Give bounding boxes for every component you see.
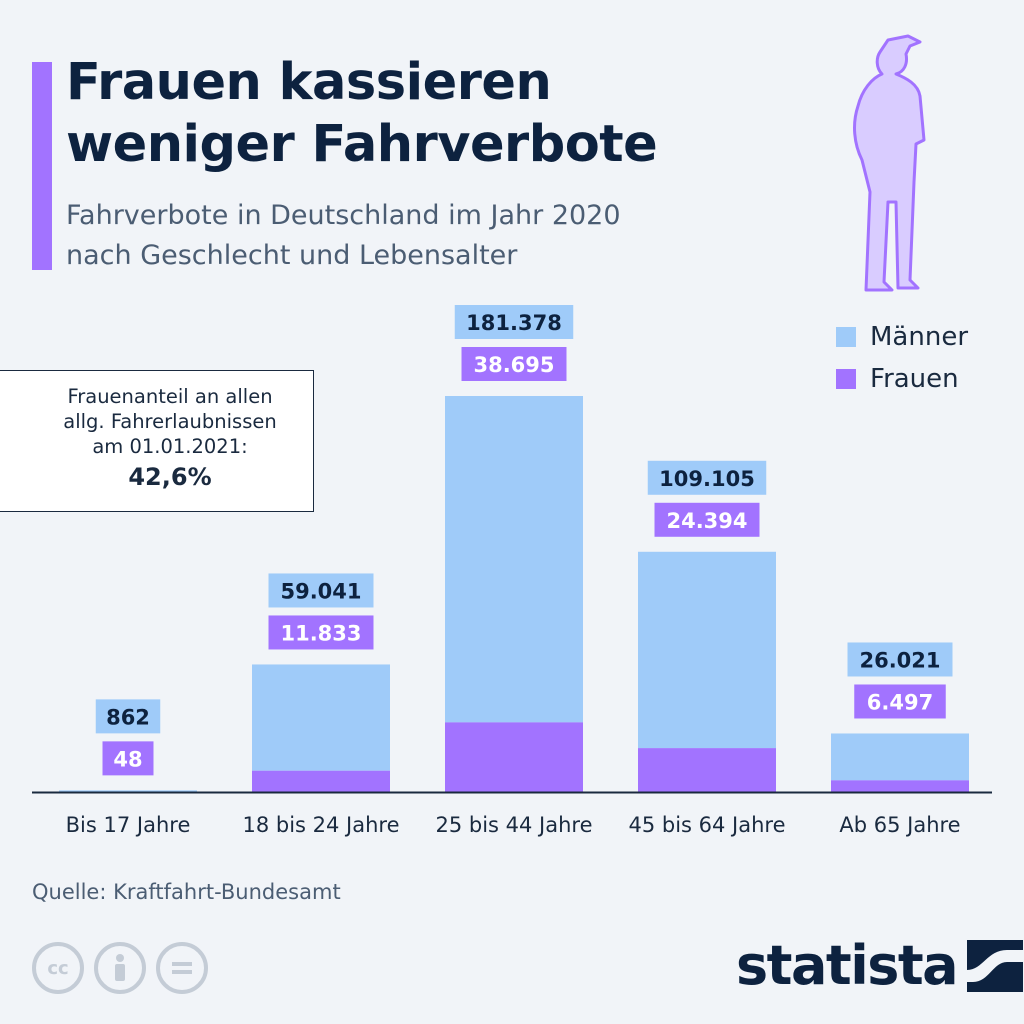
value-label-maenner-3-bg — [647, 460, 767, 495]
category-label-4: Ab 65 Jahre — [839, 813, 960, 837]
statista-logo[interactable]: statista — [736, 934, 1024, 997]
value-label-maenner-2-bg — [454, 305, 574, 339]
value-label-frauen-2-bg — [461, 347, 567, 381]
value-label-frauen-4-bg — [854, 684, 946, 719]
value-label-frauen-3: 24.394 — [666, 509, 747, 533]
value-label-frauen-2: 38.695 — [473, 353, 554, 377]
value-label-maenner-4: 26.021 — [859, 648, 940, 672]
police-officer-icon — [853, 34, 926, 292]
value-label-maenner-2: 181.378 — [466, 311, 562, 335]
legend-label-frauen: Frauen — [870, 364, 959, 394]
equals-icon-glyph — [172, 962, 192, 974]
legend-item-maenner: Männer — [836, 316, 968, 358]
value-label-frauen-1: 11.833 — [280, 621, 361, 645]
value-label-maenner-4-bg — [847, 642, 953, 677]
statista-logo-mark — [967, 939, 1024, 992]
bar-maenner-3 — [638, 551, 776, 749]
bar-maenner-0 — [59, 790, 197, 792]
bar-maenner-1 — [252, 664, 390, 771]
subtitle-line-1: Fahrverbote in Deutschland im Jahr 2020 — [66, 200, 621, 231]
legend-swatch-maenner — [836, 327, 856, 347]
person-icon-glyph — [115, 954, 125, 981]
value-label-maenner-1: 59.041 — [280, 579, 361, 603]
subtitle-line-2: nach Geschlecht und Lebensalter — [66, 240, 518, 271]
value-label-frauen-0: 48 — [113, 747, 142, 771]
info-box: Frauenanteil an allen allg. Fahrerlaubni… — [0, 370, 314, 512]
bar-maenner-4 — [831, 733, 969, 781]
legend-swatch-frauen — [836, 369, 856, 389]
value-label-frauen-0-bg — [102, 741, 154, 776]
value-label-frauen-3-bg — [654, 502, 760, 537]
value-label-frauen-1-bg — [268, 615, 374, 650]
info-line-3: am 01.01.2021: — [92, 435, 248, 458]
title-accent-bar — [32, 62, 52, 270]
equals-icon[interactable] — [156, 942, 208, 994]
chart-title: Frauen kassieren weniger Fahrverbote — [66, 53, 658, 174]
bar-frauen-2 — [445, 722, 583, 792]
category-label-3: 45 bis 64 Jahre — [628, 813, 785, 837]
value-label-frauen-4: 6.497 — [867, 690, 933, 714]
logo-text: statista — [736, 934, 959, 997]
bar-frauen-1 — [252, 770, 390, 792]
value-label-maenner-1-bg — [268, 573, 374, 608]
bar-frauen-4 — [831, 780, 969, 792]
info-value: 42,6% — [128, 463, 212, 491]
source-text: Quelle: Kraftfahrt-Bundesamt — [32, 880, 341, 904]
value-label-maenner-0-bg — [95, 699, 161, 734]
info-line-1: Frauenanteil an allen — [67, 385, 273, 408]
chart-subtitle: Fahrverbote in Deutschland im Jahr 2020 … — [66, 196, 766, 276]
license-icons: cc — [32, 942, 218, 994]
cc-icon-text: cc — [47, 957, 69, 979]
chart-legend: Männer Frauen — [836, 316, 968, 400]
value-label-maenner-3: 109.105 — [659, 467, 755, 491]
legend-label-maenner: Männer — [870, 322, 969, 352]
bar-frauen-3 — [638, 748, 776, 792]
category-label-1: 18 bis 24 Jahre — [242, 813, 399, 837]
person-icon[interactable] — [94, 942, 146, 994]
value-label-maenner-0: 862 — [106, 705, 150, 729]
category-label-2: 25 bis 44 Jahre — [435, 813, 592, 837]
legend-item-frauen: Frauen — [836, 358, 968, 400]
cc-icon[interactable]: cc — [32, 942, 84, 994]
category-label-0: Bis 17 Jahre — [66, 813, 191, 837]
info-line-2: allg. Fahrerlaubnissen — [63, 410, 277, 433]
bar-maenner-2 — [445, 396, 583, 723]
